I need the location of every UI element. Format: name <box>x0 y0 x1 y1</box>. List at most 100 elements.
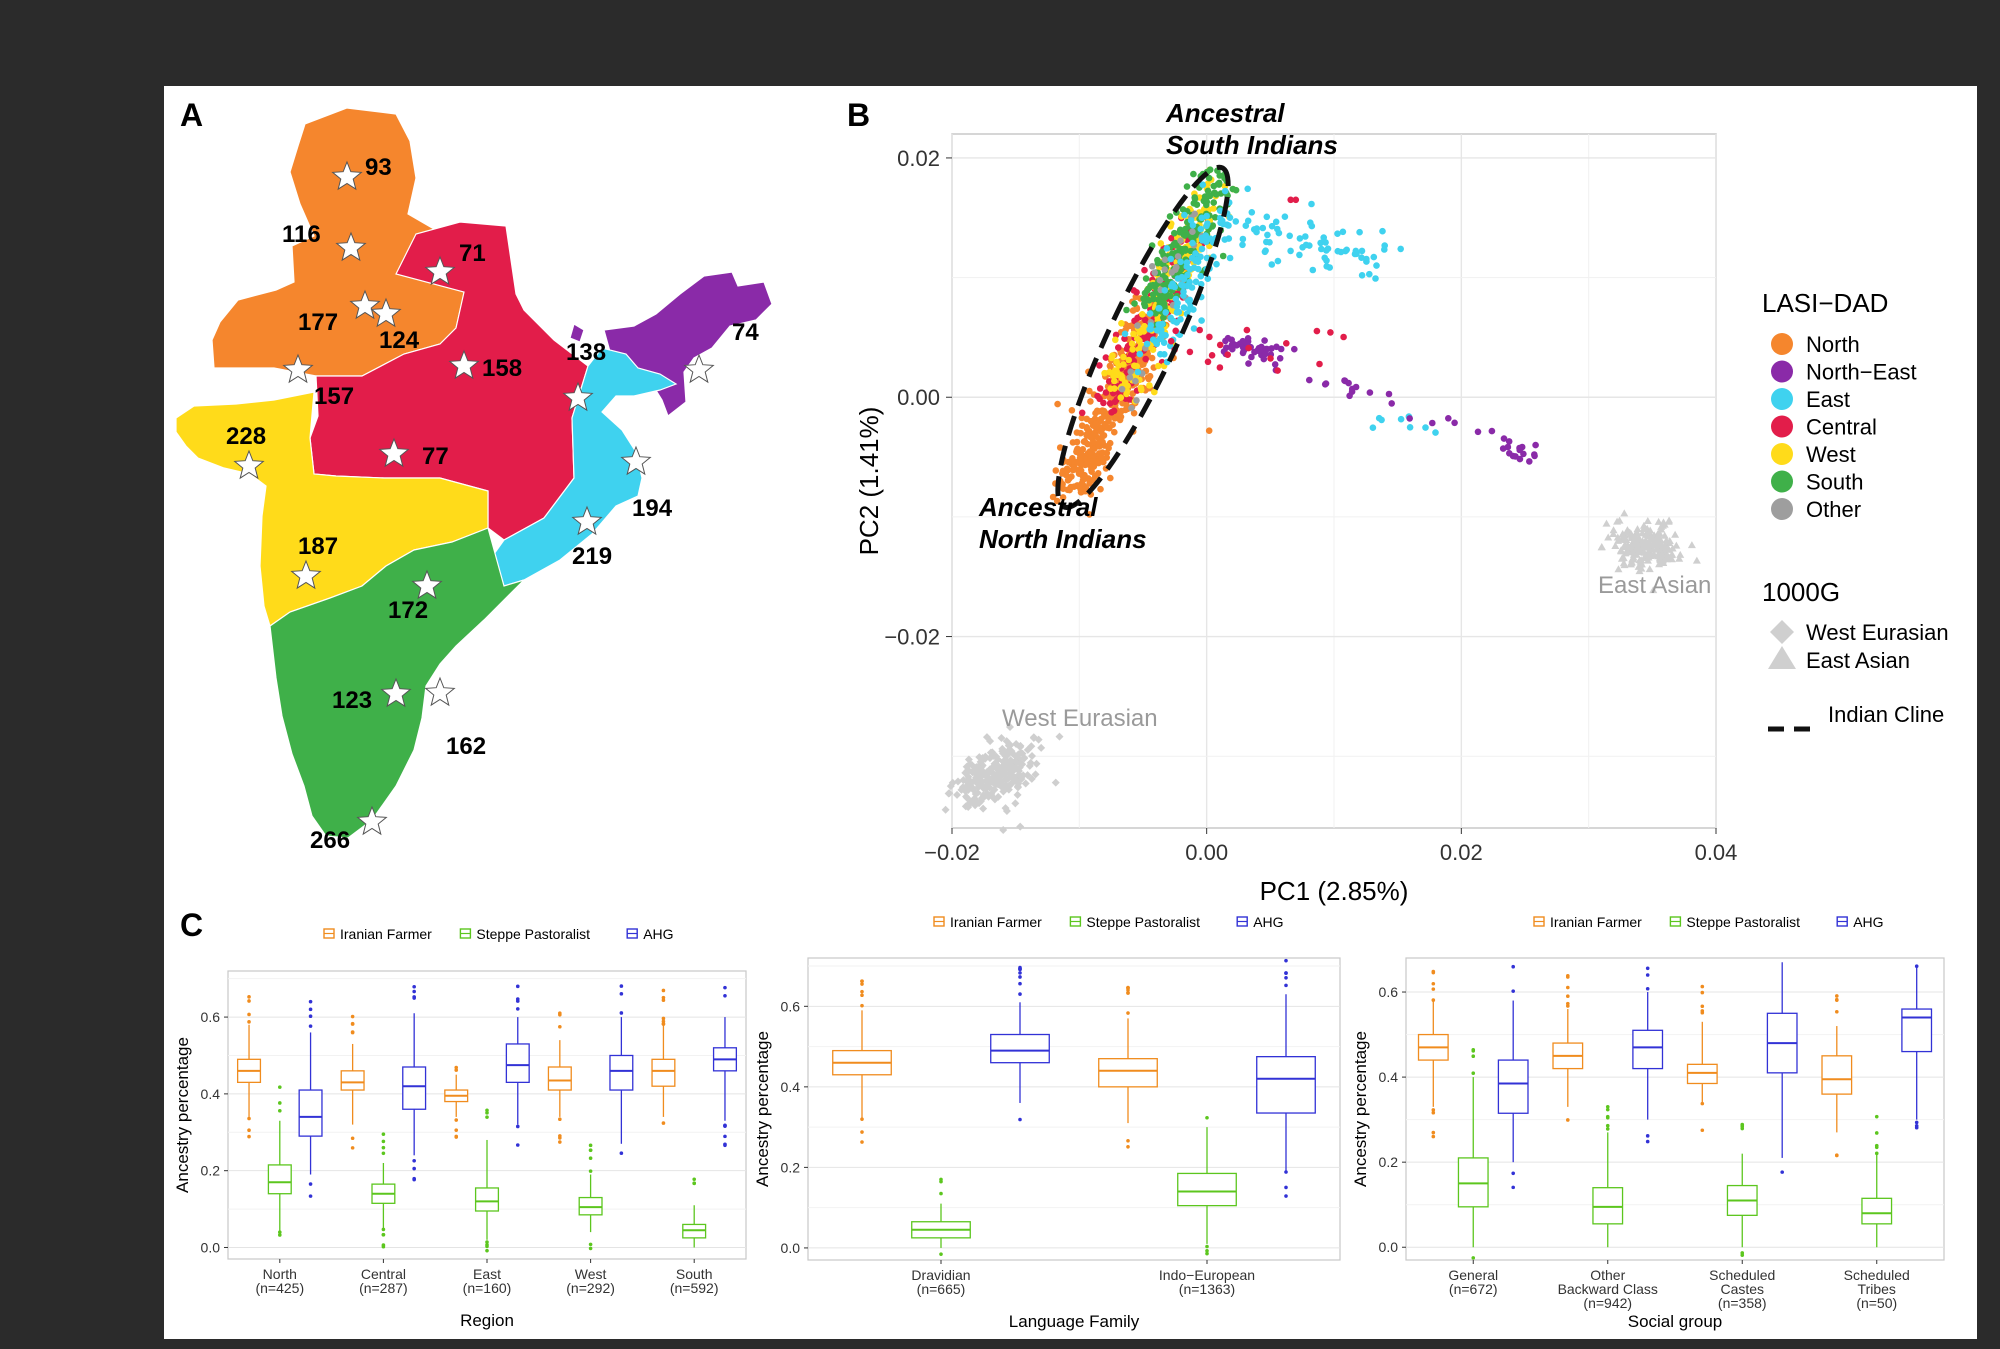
outlier-point <box>1914 1120 1919 1125</box>
outlier-point <box>1284 983 1288 988</box>
sample-point <box>1379 227 1386 235</box>
sample-point <box>1228 336 1235 344</box>
sample-point <box>1108 354 1115 362</box>
sample-point <box>1268 261 1276 268</box>
star-icon <box>562 381 594 412</box>
count-label: 74 <box>732 319 759 346</box>
sample-point <box>1275 229 1283 237</box>
sample-point <box>1109 421 1116 429</box>
sample-point <box>1239 235 1247 243</box>
sample-point <box>1216 364 1224 371</box>
sample-point <box>1123 345 1131 353</box>
sample-point <box>1181 211 1188 219</box>
sample-point <box>1204 187 1212 195</box>
sample-point <box>1206 192 1214 200</box>
sample-point <box>1352 383 1360 391</box>
sample-point <box>1151 269 1158 276</box>
star-icon <box>335 231 367 262</box>
sample-point <box>1226 254 1234 262</box>
legend-label: Other <box>1806 497 1861 522</box>
outlier-point <box>412 1166 416 1171</box>
sample-point <box>1248 353 1255 361</box>
sample-point <box>1276 355 1284 362</box>
sample-point <box>1159 320 1166 328</box>
count-label: 162 <box>446 733 486 760</box>
sample-point <box>1208 352 1216 359</box>
sample-point <box>1174 253 1182 260</box>
outlier-point <box>412 1158 416 1163</box>
sample-point <box>1162 309 1169 316</box>
y-axis-title: PC2 (1.41%) <box>854 407 884 556</box>
legend-swatch <box>1771 470 1793 493</box>
sample-point <box>1059 467 1067 475</box>
west-eurasian-point <box>966 799 975 808</box>
sample-point <box>1106 368 1113 376</box>
outlier-point <box>588 1148 593 1153</box>
y-tick-label: 0.0 <box>781 1240 801 1256</box>
x-axis-title: Language Family <box>1009 1312 1140 1331</box>
star-icon <box>331 160 363 191</box>
legend-swatch <box>1771 443 1793 465</box>
sample-point <box>1199 181 1207 188</box>
sample-point <box>1133 397 1140 404</box>
sample-point <box>1176 228 1184 236</box>
outlier-point <box>1126 1011 1130 1015</box>
outlier-point <box>588 1169 593 1173</box>
outlier-point <box>1645 966 1650 971</box>
sample-point <box>1210 205 1217 212</box>
y-axis-title: Ancestry percentage <box>173 1037 192 1193</box>
legend-label: East Asian <box>1806 648 1910 673</box>
outlier-point <box>1511 989 1515 993</box>
sample-point <box>1160 339 1168 346</box>
sample-point <box>1192 278 1200 286</box>
sample-point <box>1183 183 1191 190</box>
outlier-point <box>1700 1004 1705 1009</box>
sample-point <box>1233 342 1240 349</box>
count-label: 71 <box>459 240 486 267</box>
sample-point <box>1339 228 1347 236</box>
west-eurasian-point <box>1027 774 1036 783</box>
sample-point <box>1232 218 1240 225</box>
sample-point <box>1103 454 1110 461</box>
sample-point <box>1272 218 1280 226</box>
sample-point <box>1111 428 1118 436</box>
box <box>267 1164 292 1195</box>
outlier-point <box>860 1003 864 1008</box>
sample-point <box>1171 229 1178 237</box>
sample-point <box>1505 438 1513 445</box>
outlier-point <box>278 1233 282 1237</box>
west-eurasian-point <box>999 787 1008 796</box>
west-eurasian-point <box>1005 772 1014 781</box>
sample-point <box>1313 327 1321 335</box>
figure-panel: A B C 93 116 71 177 124 158 138 74 157 2… <box>164 86 1977 1339</box>
outlier-point <box>1874 1151 1879 1156</box>
outlier-point <box>619 984 624 988</box>
east-asian-point <box>1609 526 1618 534</box>
sample-point <box>1107 363 1114 371</box>
sample-point <box>1268 222 1276 230</box>
west-eurasian-point <box>1055 732 1064 741</box>
sample-point <box>1089 438 1097 446</box>
sample-point <box>1141 289 1149 297</box>
x-tick-label: North <box>263 1266 297 1282</box>
sample-point <box>1108 409 1115 416</box>
outlier-point <box>558 1117 562 1122</box>
sample-point <box>1115 371 1123 378</box>
sample-point <box>1105 444 1112 452</box>
east-asian-point <box>1687 541 1696 549</box>
west-eurasian-point <box>1012 764 1021 773</box>
sample-point <box>1302 241 1310 249</box>
west-eurasian-point <box>982 781 991 790</box>
y-tick-label: 0.2 <box>781 1159 801 1175</box>
west-eurasian-point <box>1021 779 1030 788</box>
sample-point <box>1070 483 1078 491</box>
legend-swatch <box>1771 415 1793 438</box>
outlier-point <box>723 993 727 998</box>
box <box>1632 1029 1664 1070</box>
outlier-point <box>619 992 624 996</box>
sample-point <box>1245 344 1252 352</box>
annotation-east-asian: East Asian <box>1598 572 1711 599</box>
sample-point <box>1157 240 1165 247</box>
west-eurasian-point <box>963 778 972 787</box>
sample-point <box>1180 304 1188 311</box>
